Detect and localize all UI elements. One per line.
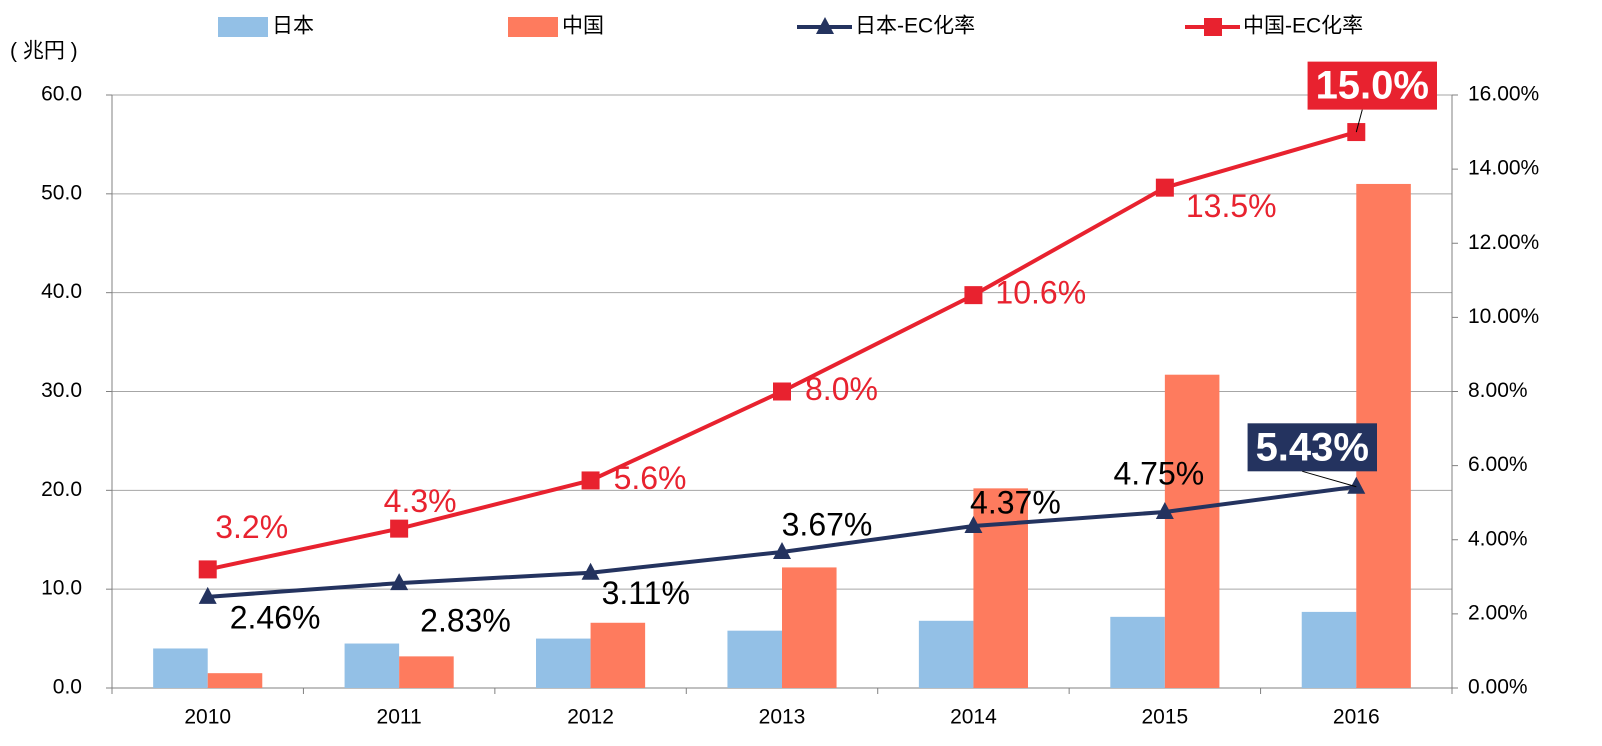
legend-label: 日本 — [272, 15, 314, 38]
legend-swatch — [218, 17, 268, 37]
marker — [581, 562, 600, 580]
bar — [1110, 616, 1165, 688]
y2-tick-label: 16.00% — [1468, 83, 1539, 106]
y-tick-label: 10.0 — [41, 577, 82, 600]
data-label: 2.83% — [420, 603, 511, 639]
data-label: 13.5% — [1186, 188, 1277, 224]
x-tick-label: 2011 — [377, 706, 422, 729]
bar — [782, 567, 837, 688]
y2-tick-label: 10.00% — [1468, 305, 1539, 328]
y-tick-label: 50.0 — [41, 181, 82, 204]
data-label: 4.37% — [970, 484, 1061, 520]
y2-tick-label: 6.00% — [1468, 453, 1528, 476]
data-label: 3.11% — [602, 575, 690, 611]
y2-tick-label: 4.00% — [1468, 527, 1528, 550]
bar — [918, 620, 974, 688]
marker — [1155, 178, 1174, 197]
data-label: 3.67% — [782, 506, 873, 542]
y-tick-label: 20.0 — [41, 478, 82, 501]
data-label: 5.43% — [1256, 425, 1369, 469]
y2-tick-label: 12.00% — [1468, 231, 1539, 254]
data-label: 4.75% — [1113, 455, 1204, 491]
bar — [727, 630, 782, 688]
y-tick-label: 40.0 — [41, 280, 82, 303]
leader-line — [1355, 109, 1363, 133]
x-tick-label: 2015 — [1141, 706, 1188, 729]
marker — [964, 286, 983, 305]
marker — [964, 516, 983, 534]
marker — [198, 586, 217, 604]
marker — [581, 471, 600, 490]
data-label: 2.46% — [230, 599, 321, 635]
x-tick-label: 2010 — [184, 706, 231, 729]
data-label: 10.6% — [995, 275, 1086, 311]
bar — [590, 622, 646, 688]
bar — [344, 643, 400, 688]
data-label-box — [1307, 61, 1437, 110]
x-tick-label: 2013 — [759, 706, 806, 729]
y2-tick-label: 0.00% — [1468, 676, 1528, 699]
marker — [390, 573, 409, 591]
x-tick-label: 2012 — [567, 706, 614, 729]
data-label: 4.3% — [384, 483, 457, 519]
y-tick-label: 0.0 — [53, 676, 82, 699]
data-label: 15.0% — [1316, 64, 1429, 108]
data-label: 3.2% — [215, 509, 288, 545]
y2-tick-label: 2.00% — [1468, 601, 1528, 624]
marker — [390, 519, 409, 538]
bar — [399, 656, 454, 688]
x-tick-label: 2014 — [950, 706, 997, 729]
y2-tick-label: 14.00% — [1468, 157, 1539, 180]
legend-label: 日本-EC化率 — [855, 15, 975, 38]
marker — [773, 382, 791, 401]
data-label: 8.0% — [805, 371, 878, 407]
y-tick-label: 60.0 — [41, 83, 82, 106]
y-axis-label: ( 兆円 ) — [10, 40, 78, 63]
data-label: 5.6% — [614, 460, 687, 496]
legend-label: 中国 — [562, 15, 604, 38]
marker — [1347, 476, 1366, 494]
marker — [198, 560, 217, 579]
legend-label: 中国-EC化率 — [1243, 15, 1363, 38]
bar — [207, 673, 263, 688]
bar — [536, 638, 591, 688]
legend-marker — [1204, 18, 1222, 36]
marker — [1155, 501, 1174, 519]
y-tick-label: 30.0 — [41, 379, 82, 402]
legend-marker — [816, 17, 834, 34]
marker — [773, 541, 791, 559]
legend-swatch — [508, 17, 558, 37]
bar — [153, 648, 208, 688]
data-label-box — [1247, 423, 1377, 472]
x-tick-label: 2016 — [1333, 706, 1380, 729]
y2-tick-label: 8.00% — [1468, 379, 1528, 402]
bar — [1164, 374, 1220, 688]
leader-line — [1302, 470, 1357, 488]
bar — [1301, 611, 1357, 688]
